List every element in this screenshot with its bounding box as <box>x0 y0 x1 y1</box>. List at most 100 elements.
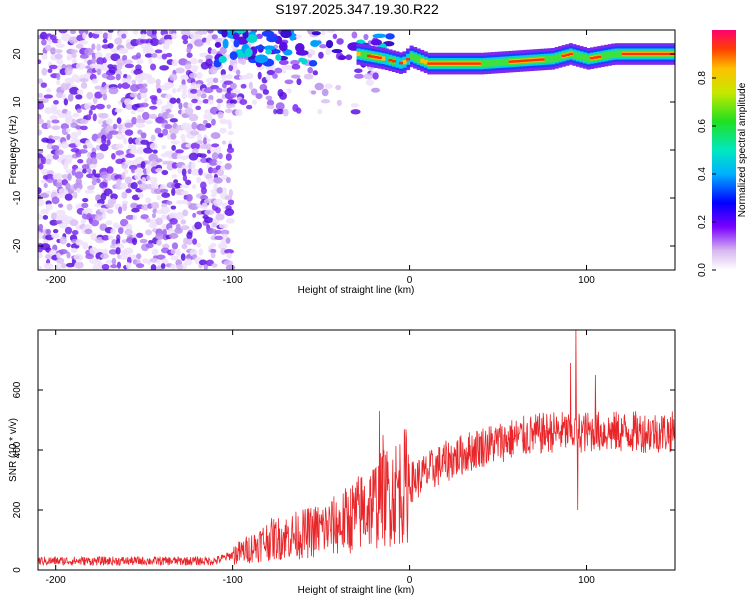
spectrogram-cell <box>196 176 202 184</box>
spectrogram-blob <box>234 30 247 34</box>
spectrogram-cell <box>92 113 97 122</box>
spectrogram-blob <box>325 39 334 49</box>
spectrogram-cell <box>51 196 60 205</box>
spectrogram-cell <box>141 111 150 120</box>
spectrogram-cell <box>66 133 71 141</box>
spectrogram-ridge-cell <box>558 53 563 61</box>
colorbar-tick-label: 0.0 <box>697 263 708 277</box>
spectrogram-cell <box>106 174 113 181</box>
spectrogram-cell <box>325 47 332 56</box>
spectrogram-ridge-cell <box>452 62 457 65</box>
spectrogram-cell <box>135 52 142 60</box>
spectrogram-cell <box>145 197 152 204</box>
spectrogram-cell <box>51 144 60 151</box>
spectrogram-cell <box>336 99 342 107</box>
spectrogram-cell <box>38 129 43 136</box>
spectrogram-cell <box>265 74 271 81</box>
spectrogram-cell <box>106 75 116 81</box>
spectrogram-cell <box>170 249 176 255</box>
spectrogram-cell <box>136 58 144 65</box>
x-tick-label: -200 <box>46 275 66 286</box>
spectrogram-ridge-cell <box>441 62 446 65</box>
spectrogram-cell <box>224 208 235 217</box>
spectrogram-cell <box>214 235 224 240</box>
spectrogram-cell <box>80 218 86 225</box>
spectrogram-cell <box>176 264 185 270</box>
spectrogram-cell <box>318 51 324 59</box>
spectrogram-cell <box>284 79 294 85</box>
spectrogram-cell <box>211 34 218 40</box>
spectrogram-ridge-cell <box>600 52 605 60</box>
spectrogram-cell <box>240 83 247 89</box>
spectrogram-ridge-cell <box>667 52 672 56</box>
spectrogram-cell <box>151 96 158 105</box>
spectrogram-cell <box>132 214 138 221</box>
spectrogram-cell <box>76 129 82 136</box>
spectrogram-cell <box>219 46 227 55</box>
spectrogram-cell <box>194 33 202 41</box>
spectrogram-cell <box>210 148 218 153</box>
spectrogram-cell <box>296 78 302 86</box>
spectrogram-cell <box>76 89 84 95</box>
y-tick-label: 20 <box>12 48 23 60</box>
spectrogram-cell <box>219 118 229 125</box>
spectrogram-ridge-cell <box>636 52 641 56</box>
spectrogram-cell <box>125 262 132 270</box>
spectrogram-ridge-cell <box>430 62 435 65</box>
spectrogram-ridge-cell <box>575 52 580 60</box>
spectrogram-cell <box>202 119 208 125</box>
spectrogram-cell <box>180 219 187 225</box>
spectrogram-ridge-cell <box>646 52 651 56</box>
spectrogram-cell <box>175 248 181 257</box>
snr-series-line <box>38 330 675 567</box>
spectrogram-cell <box>101 263 110 270</box>
spectrogram-cell <box>45 158 52 165</box>
spectrogram-cell <box>354 68 363 73</box>
spectrogram-cell <box>135 263 145 269</box>
spectrogram-cell <box>279 91 287 100</box>
spectrogram-cell <box>191 98 199 104</box>
spectrogram-cell <box>56 257 65 265</box>
spectrogram-cell <box>142 258 148 264</box>
spectrogram-cell <box>91 78 99 84</box>
spectrogram-cell <box>149 63 157 71</box>
spectrogram-cell <box>161 214 168 220</box>
spectrogram-cell <box>180 134 186 140</box>
y-tick-label: -20 <box>12 238 23 253</box>
spectrogram-cell <box>102 32 109 40</box>
spectrogram-cell <box>90 151 97 159</box>
spectrogram-cell <box>170 263 177 270</box>
spectrogram-cell <box>314 82 324 91</box>
spectrogram-cell <box>188 203 199 211</box>
spectrogram-cell <box>131 79 137 86</box>
spectrogram-cell <box>38 118 45 125</box>
spectrogram-cell <box>155 158 163 163</box>
spectrogram-ridge-cell <box>519 59 524 63</box>
spectrogram-cell <box>161 144 167 150</box>
spectrogram-cell <box>156 54 163 60</box>
spectrogram-cell <box>156 254 166 260</box>
spectrogram-cell <box>66 110 72 116</box>
spectrogram-cell <box>143 97 148 103</box>
spectrogram-cell <box>310 90 317 95</box>
spectrogram-cell <box>106 139 111 146</box>
spectrogram-cell <box>45 138 56 144</box>
spectrogram-cell <box>66 203 73 211</box>
spectrogram-ridge-cell <box>367 54 372 58</box>
spectrogram-cell <box>151 53 158 59</box>
colorbar-tick-label: 0.4 <box>697 167 708 181</box>
spectrogram-cell <box>110 193 118 200</box>
spectrogram-cell <box>66 243 71 248</box>
spectrogram-ridge-cell <box>515 60 520 63</box>
spectrogram-cell <box>135 118 146 124</box>
spectrogram-ridge-cell <box>547 55 552 63</box>
spectrogram-cell <box>132 30 139 35</box>
spectrogram-cell <box>150 134 156 142</box>
spectrogram-cell <box>350 109 361 115</box>
spectrogram-cell <box>60 82 68 91</box>
spectrogram-ridge-cell <box>533 58 538 62</box>
spectrogram-cell <box>228 188 233 197</box>
spectrogram-cell <box>211 118 216 126</box>
spectrogram-cell <box>321 88 329 97</box>
